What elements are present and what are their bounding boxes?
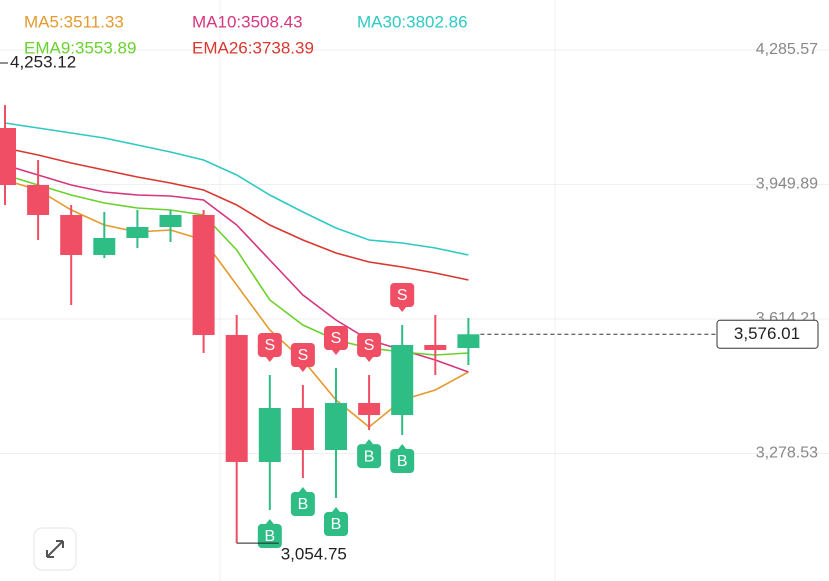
candle-body xyxy=(126,227,149,238)
signal-pointer xyxy=(265,519,274,525)
signal-pointer xyxy=(365,439,374,445)
signal-marker: S xyxy=(290,342,315,372)
signal-marker: B xyxy=(357,439,382,469)
low-label: 3,054.75 xyxy=(281,545,347,564)
indicator-line xyxy=(4,164,469,373)
legend-entry: MA10:3508.43 xyxy=(192,12,303,31)
signal-badge xyxy=(324,512,348,537)
candle-body xyxy=(93,237,116,255)
indicator-line xyxy=(4,179,469,429)
signal-label: B xyxy=(364,448,375,465)
candle-body xyxy=(424,345,447,351)
signal-label: S xyxy=(364,337,375,354)
signal-badge xyxy=(290,491,315,516)
signal-label: S xyxy=(397,287,408,304)
candle-body xyxy=(391,345,414,416)
candle-body xyxy=(325,403,347,451)
candle-body xyxy=(291,407,314,451)
signal-badge xyxy=(390,283,415,308)
indicator-line xyxy=(4,122,469,256)
signal-label: S xyxy=(298,347,309,364)
signal-pointer xyxy=(398,307,407,313)
signal-marker: S xyxy=(257,333,282,363)
signal-label: B xyxy=(264,528,275,545)
signal-badge xyxy=(290,342,315,367)
legend-entry: MA30:3802.86 xyxy=(357,12,468,31)
signal-pointer xyxy=(398,443,407,449)
candle-body xyxy=(60,214,83,255)
candle-body xyxy=(358,403,381,416)
signal-label: B xyxy=(331,516,342,533)
expand-button[interactable] xyxy=(33,527,77,571)
candle-body xyxy=(225,334,248,463)
signal-badge xyxy=(390,448,415,473)
candle-body xyxy=(159,214,182,228)
legend-entry: EMA26:3738.39 xyxy=(192,38,314,57)
candle-body xyxy=(0,127,16,186)
signal-marker: S xyxy=(324,326,348,356)
signal-badge xyxy=(357,444,382,469)
signal-pointer xyxy=(265,357,274,363)
legend-entry: EMA9:3553.89 xyxy=(24,38,136,57)
indicator-line xyxy=(4,147,469,281)
signal-label: B xyxy=(298,496,309,513)
signal-badge xyxy=(357,333,382,358)
signal-pointer xyxy=(365,357,374,363)
candle-body xyxy=(258,407,281,463)
signal-marker: S xyxy=(357,333,382,363)
signal-pointer xyxy=(298,486,307,492)
signal-marker: B xyxy=(257,519,282,549)
signal-pointer xyxy=(332,507,340,513)
legend-entry: MA5:3511.33 xyxy=(24,12,124,31)
signal-pointer xyxy=(298,366,307,372)
signal-label: S xyxy=(264,337,275,354)
signal-badge xyxy=(257,524,282,549)
indicator-line xyxy=(4,174,469,356)
candle-body xyxy=(27,185,50,215)
candle-body xyxy=(457,334,480,349)
signal-marker: B xyxy=(390,443,415,473)
signal-badge xyxy=(257,333,282,358)
signal-badge xyxy=(324,326,348,351)
price-label: 3,576.01 xyxy=(734,324,800,343)
high-label: 4,253.12 xyxy=(10,52,76,71)
y-tick-label: 4,285.57 xyxy=(756,41,818,58)
signal-pointer xyxy=(332,350,340,356)
signal-marker: S xyxy=(390,283,415,313)
y-tick-label: 3,949.89 xyxy=(756,176,818,193)
y-tick-label: 3,278.53 xyxy=(756,445,818,462)
signal-label: S xyxy=(331,330,342,347)
candle-body xyxy=(192,214,215,335)
price-box xyxy=(716,319,819,349)
signal-marker: B xyxy=(290,486,315,516)
signal-marker: B xyxy=(324,507,348,537)
signal-label: B xyxy=(397,453,408,470)
